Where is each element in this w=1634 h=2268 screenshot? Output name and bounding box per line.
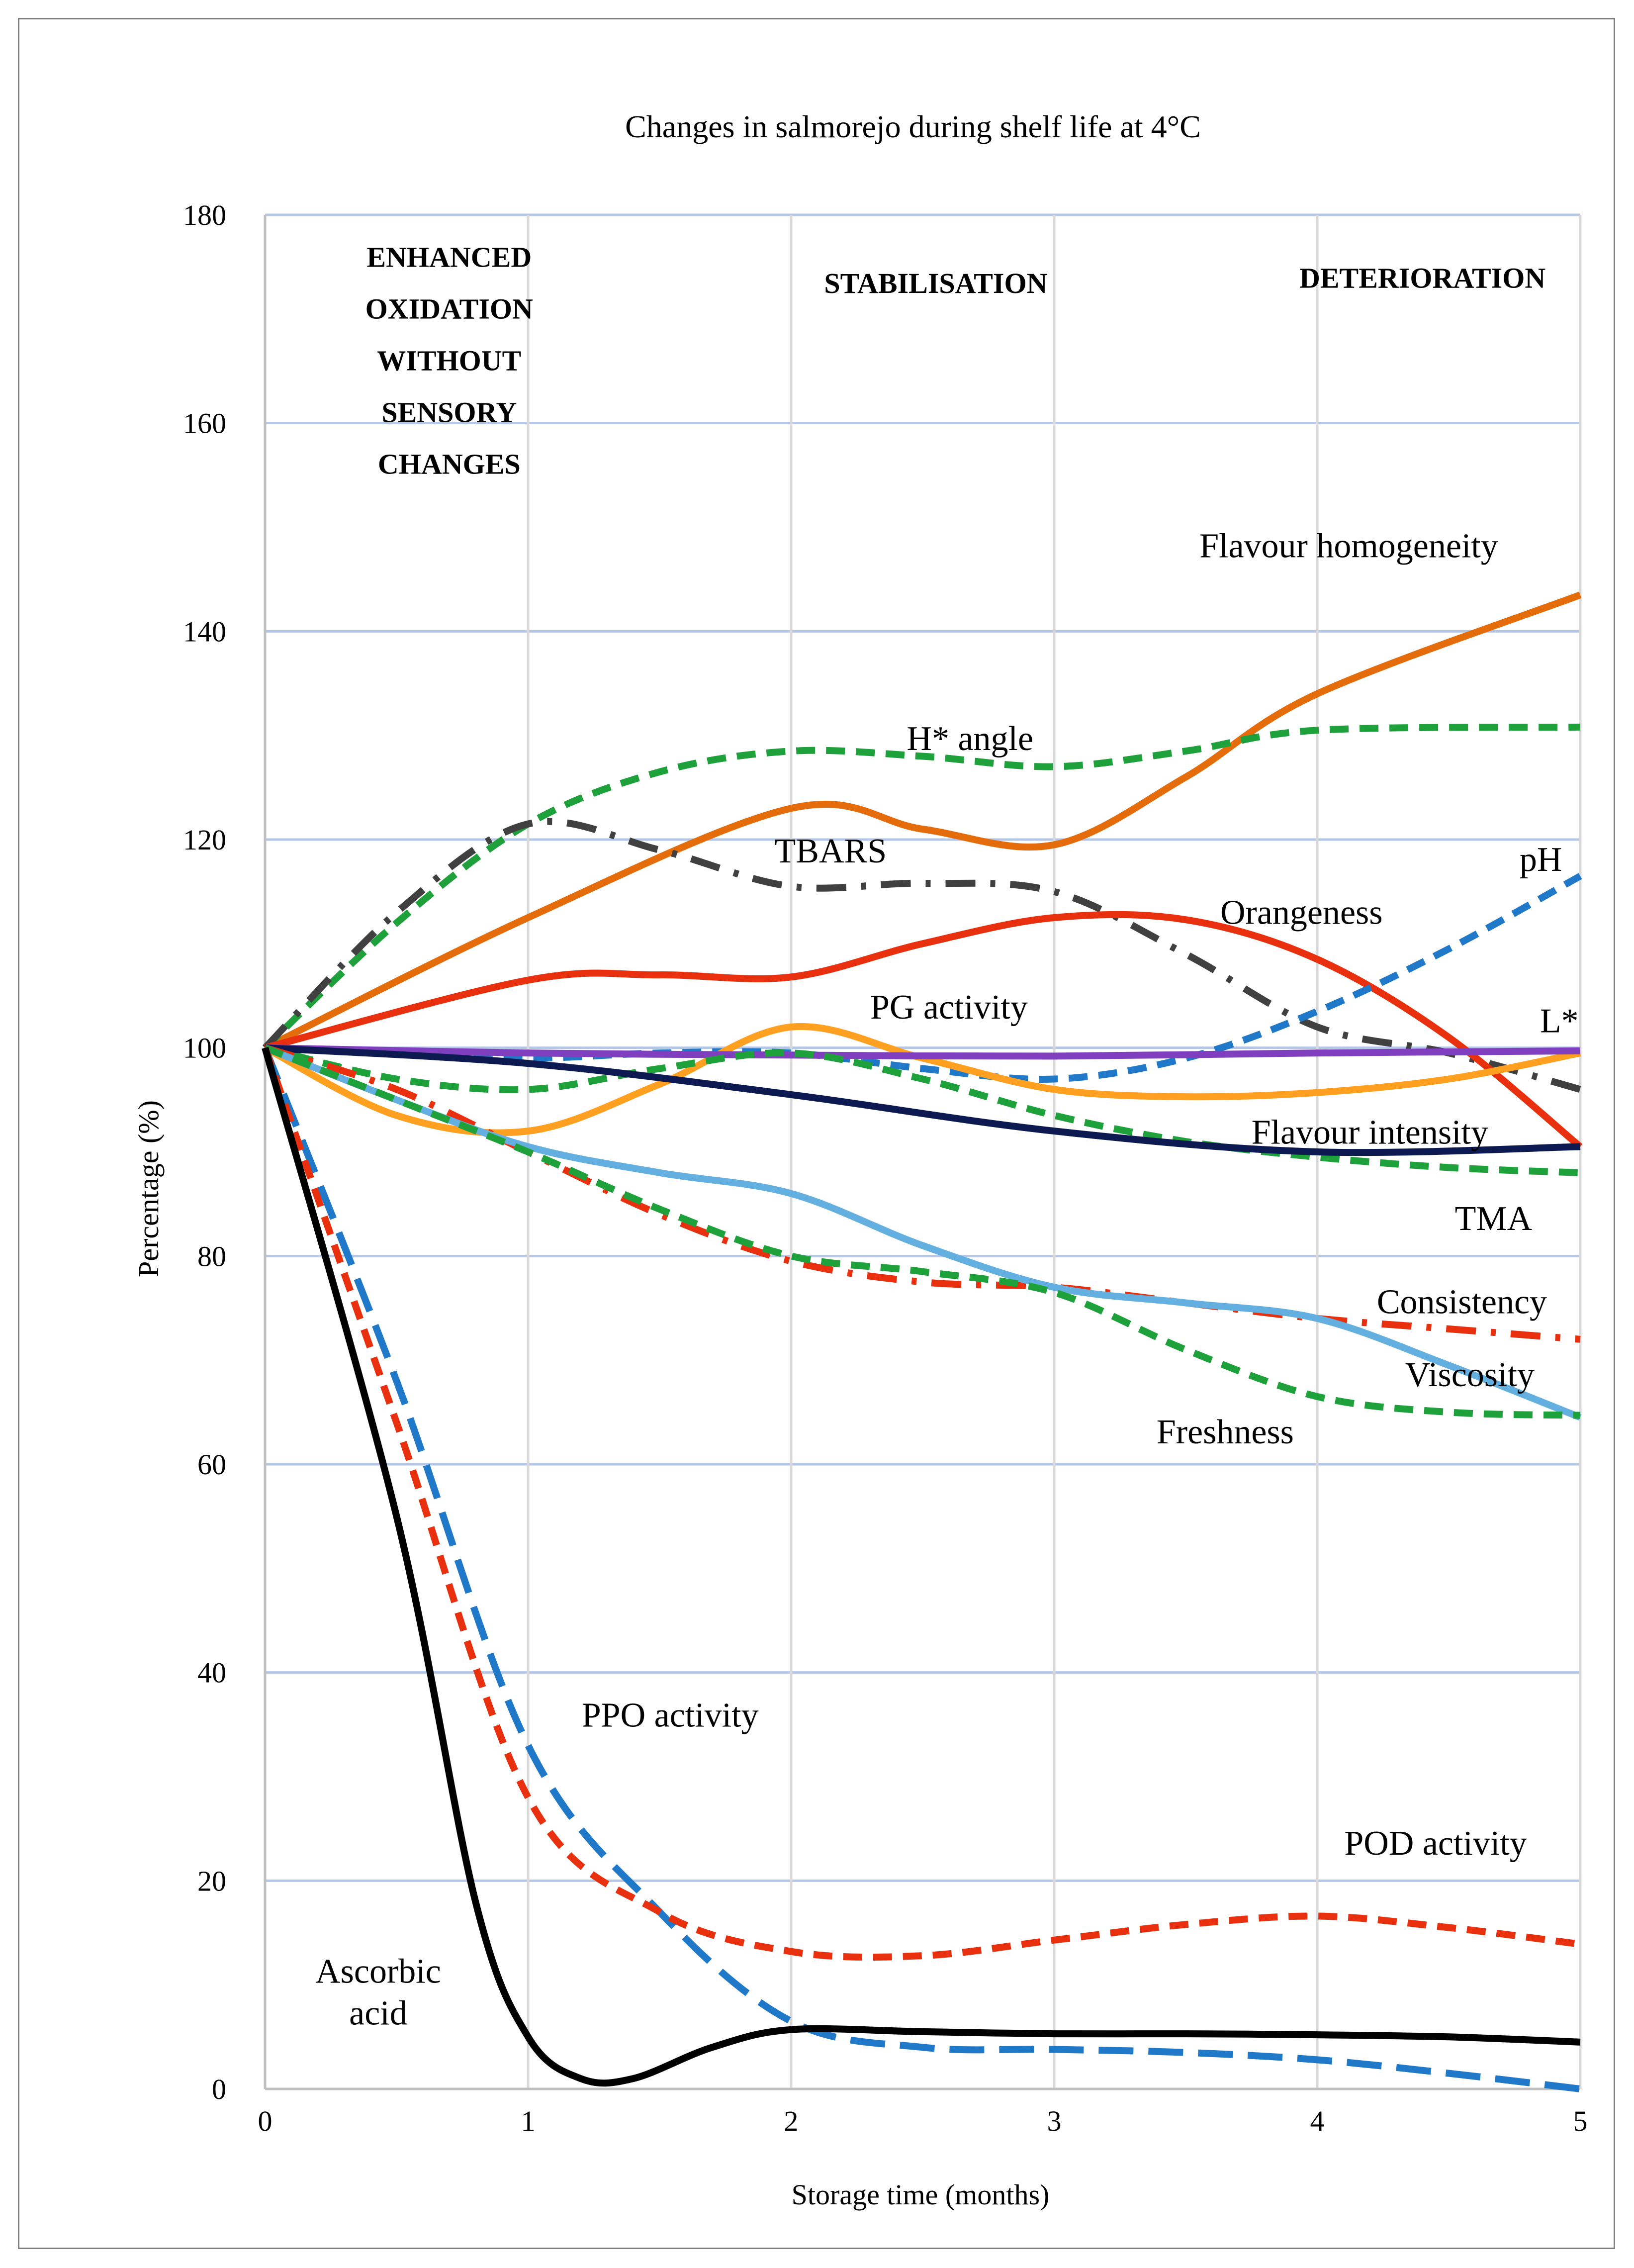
y-tick-label: 60 (197, 1448, 226, 1481)
series-label-h-angle: H* angle (907, 720, 1033, 758)
phase-label: OXIDATION (365, 293, 533, 325)
phase-label: WITHOUT (377, 345, 521, 377)
series-label-tbars: TBARS (775, 832, 887, 870)
x-tick-label: 4 (1310, 2105, 1325, 2137)
series-line-tma (265, 1044, 1581, 1156)
series-line-flavour-homogeneity (263, 591, 1582, 1051)
y-tick-label: 0 (212, 2073, 226, 2105)
x-tick-label: 3 (1047, 2105, 1062, 2137)
series-label-pod-activity: POD activity (1344, 1824, 1527, 1863)
phase-label: SENSORY (381, 396, 517, 429)
series-line-flavour-intensity (264, 1044, 1581, 1176)
x-tick-label: 2 (784, 2105, 799, 2137)
series-line-freshness (264, 1044, 1581, 1419)
series-line-l (265, 1044, 1581, 1060)
series-label-ascorbic-acid: Ascorbic (315, 1952, 441, 1990)
y-tick-label: 180 (183, 199, 226, 231)
series-label-orangeness: Orangeness (1220, 894, 1383, 932)
series-label-flavour-intensity: Flavour intensity (1252, 1113, 1488, 1151)
series-line-pod-activity (262, 1046, 1581, 1961)
series-label-freshness: Freshness (1157, 1413, 1294, 1451)
series-line-ppo-activity (262, 1046, 1581, 2092)
series-line-h-angle (263, 723, 1581, 1050)
y-tick-label: 20 (197, 1865, 226, 1897)
figure-frame (18, 18, 1615, 2249)
chart-title: Changes in salmorejo during shelf life a… (625, 109, 1201, 144)
y-tick-label: 100 (183, 1032, 226, 1064)
phase-label: ENHANCED (366, 241, 532, 274)
y-axis-label: Percentage (%) (132, 1100, 165, 1277)
phase-label: DETERIORATION (1299, 262, 1545, 294)
series-label-viscosity: Viscosity (1405, 1356, 1535, 1394)
x-tick-label: 0 (258, 2105, 272, 2137)
series-label-ppo-activity: PPO activity (582, 1697, 759, 1735)
series-label-ascorbic-acid: acid (349, 1994, 407, 2032)
series-label-ph: pH (1520, 841, 1562, 879)
series-label-flavour-homogeneity: Flavour homogeneity (1199, 527, 1498, 566)
phase-label: STABILISATION (824, 267, 1047, 299)
series-line-viscosity (264, 1044, 1582, 1421)
x-tick-label: 5 (1573, 2105, 1588, 2137)
y-tick-label: 140 (183, 615, 226, 648)
series-label-pg-activity: PG activity (870, 988, 1028, 1027)
series-line-ascorbic-acid (262, 1046, 1581, 2087)
y-tick-label: 120 (183, 824, 226, 856)
y-tick-label: 80 (197, 1240, 226, 1272)
phase-label: CHANGES (378, 448, 521, 480)
y-tick-label: 160 (183, 407, 226, 440)
series-label-consistency: Consistency (1377, 1283, 1547, 1321)
x-axis-label: Storage time (months) (792, 2178, 1050, 2211)
series-label-tma: TMA (1455, 1200, 1533, 1238)
series-line-orangeness (264, 911, 1583, 1149)
series-line-tbars (262, 818, 1581, 1093)
x-tick-label: 1 (521, 2105, 536, 2137)
series-label-l: L* (1540, 1002, 1579, 1040)
y-tick-label: 40 (197, 1657, 226, 1689)
